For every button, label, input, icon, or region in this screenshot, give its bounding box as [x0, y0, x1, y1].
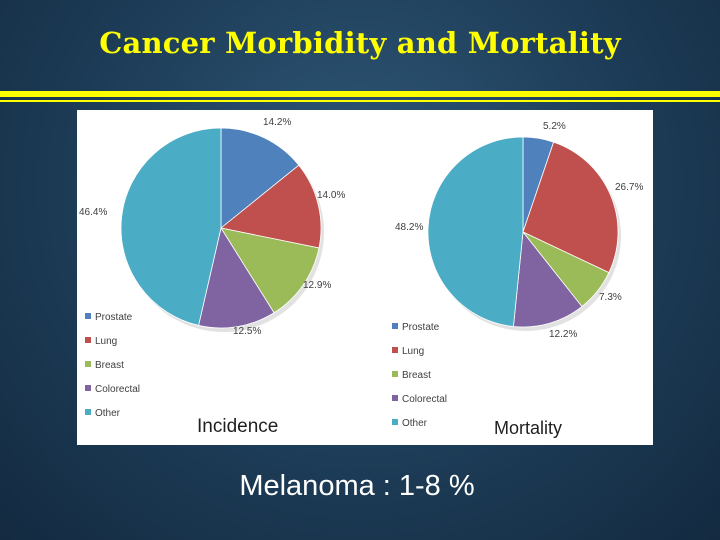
legend-label-other: Other — [95, 408, 121, 419]
melanoma-note: Melanoma : 1-8 % — [239, 470, 475, 502]
title-underline-thin — [0, 100, 720, 102]
incidence-label-other: 46.4% — [79, 207, 107, 218]
legend-label-colorectal: Colorectal — [402, 394, 447, 405]
legend-label-breast: Breast — [95, 360, 124, 371]
slide-title: Cancer Morbidity and Mortality — [99, 26, 621, 60]
incidence-slice-breast — [220, 227, 320, 314]
legend-swatch-prostate — [392, 323, 398, 329]
incidence-slice-other — [120, 127, 222, 326]
mortality-chart-title: Mortality — [494, 418, 562, 438]
mortality-slice-other — [427, 136, 524, 327]
mortality-legend: Prostate Lung Breast Colorectal Other — [392, 322, 447, 429]
legend-swatch-prostate — [85, 313, 91, 319]
charts-panel: 14.2% 14.0% 12.9% 12.5% 46.4% Prostate Lung Bre… — [77, 110, 653, 445]
legend-swatch-lung — [392, 347, 398, 353]
incidence-chart-title: Incidence — [197, 416, 278, 437]
legend-label-colorectal: Colorectal — [95, 384, 140, 395]
incidence-label-prostate: 14.2% — [263, 117, 291, 128]
incidence-label-colorectal: 12.5% — [233, 326, 261, 337]
incidence-label-breast: 12.9% — [303, 280, 331, 291]
legend-label-lung: Lung — [402, 346, 424, 357]
legend-label-prostate: Prostate — [95, 312, 133, 323]
legend-swatch-colorectal — [392, 395, 398, 401]
legend-swatch-colorectal — [85, 385, 91, 391]
legend-swatch-other — [392, 419, 398, 425]
mortality-label-prostate: 5.2% — [543, 121, 566, 132]
mortality-label-other: 48.2% — [395, 222, 423, 233]
mortality-slice-colorectal — [512, 230, 583, 328]
incidence-slice-lung — [220, 164, 322, 249]
mortality-label-colorectal: 12.2% — [549, 329, 577, 340]
legend-label-lung: Lung — [95, 336, 117, 347]
title-underline-thick — [0, 91, 720, 97]
incidence-legend: Prostate Lung Breast Colorectal Other — [85, 312, 140, 419]
pie-charts-svg: 14.2% 14.0% 12.9% 12.5% 46.4% Prostate Lung Bre… — [79, 117, 643, 438]
mortality-label-lung: 26.7% — [615, 182, 643, 193]
incidence-slice-prostate — [220, 127, 300, 229]
mortality-pie-chart: 5.2% 26.7% 7.3% 12.2% 48.2% Prostate Lung Breas… — [392, 121, 643, 438]
mortality-slice-lung — [522, 141, 619, 274]
incidence-pie-chart: 14.2% 14.0% 12.9% 12.5% 46.4% Prostate Lung Bre… — [79, 117, 345, 437]
legend-swatch-breast — [85, 361, 91, 367]
legend-label-prostate: Prostate — [402, 322, 440, 333]
legend-label-other: Other — [402, 418, 428, 429]
legend-swatch-other — [85, 409, 91, 415]
incidence-label-lung: 14.0% — [317, 190, 345, 201]
incidence-slice-colorectal — [198, 226, 275, 329]
legend-swatch-breast — [392, 371, 398, 377]
legend-swatch-lung — [85, 337, 91, 343]
legend-label-breast: Breast — [402, 370, 431, 381]
mortality-label-breast: 7.3% — [599, 292, 622, 303]
